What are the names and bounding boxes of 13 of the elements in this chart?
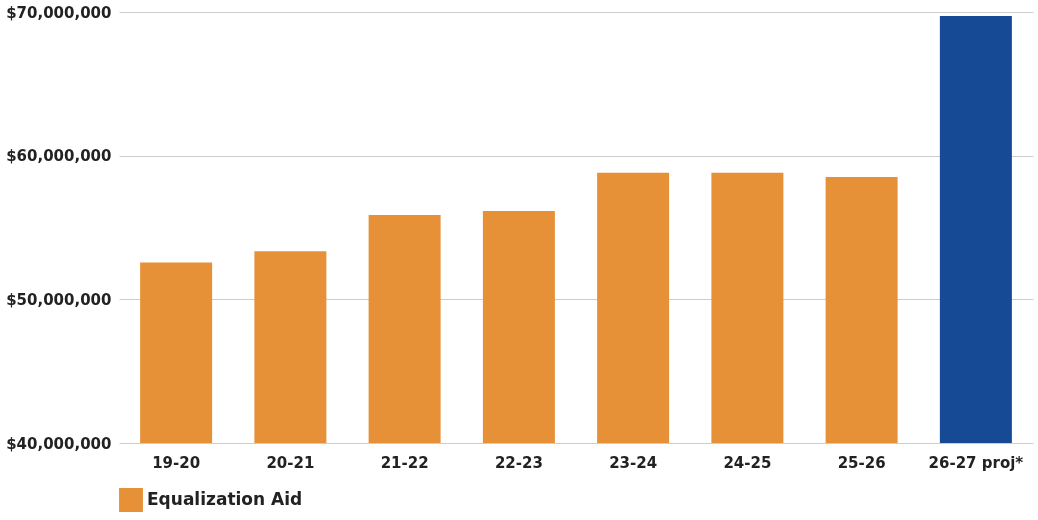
x-tick-label: 20-21 [266, 453, 315, 472]
x-tick-label: 19-20 [152, 453, 201, 472]
x-tick-label: 22-23 [494, 453, 543, 472]
x-tick-label: 25-26 [837, 453, 886, 472]
y-tick-label: $50,000,000 [6, 290, 112, 309]
x-tick-label: 24-25 [723, 453, 772, 472]
y-tick-label: $60,000,000 [6, 147, 112, 166]
x-tick-label: 23-24 [609, 453, 658, 472]
x-tick-label: 21-22 [380, 453, 429, 472]
y-tick-label: $70,000,000 [6, 3, 112, 22]
y-tick-label: $40,000,000 [6, 434, 112, 453]
legend-label: Equalization Aid [147, 489, 303, 509]
x-tick-label: 26-27 proj* [928, 453, 1024, 472]
